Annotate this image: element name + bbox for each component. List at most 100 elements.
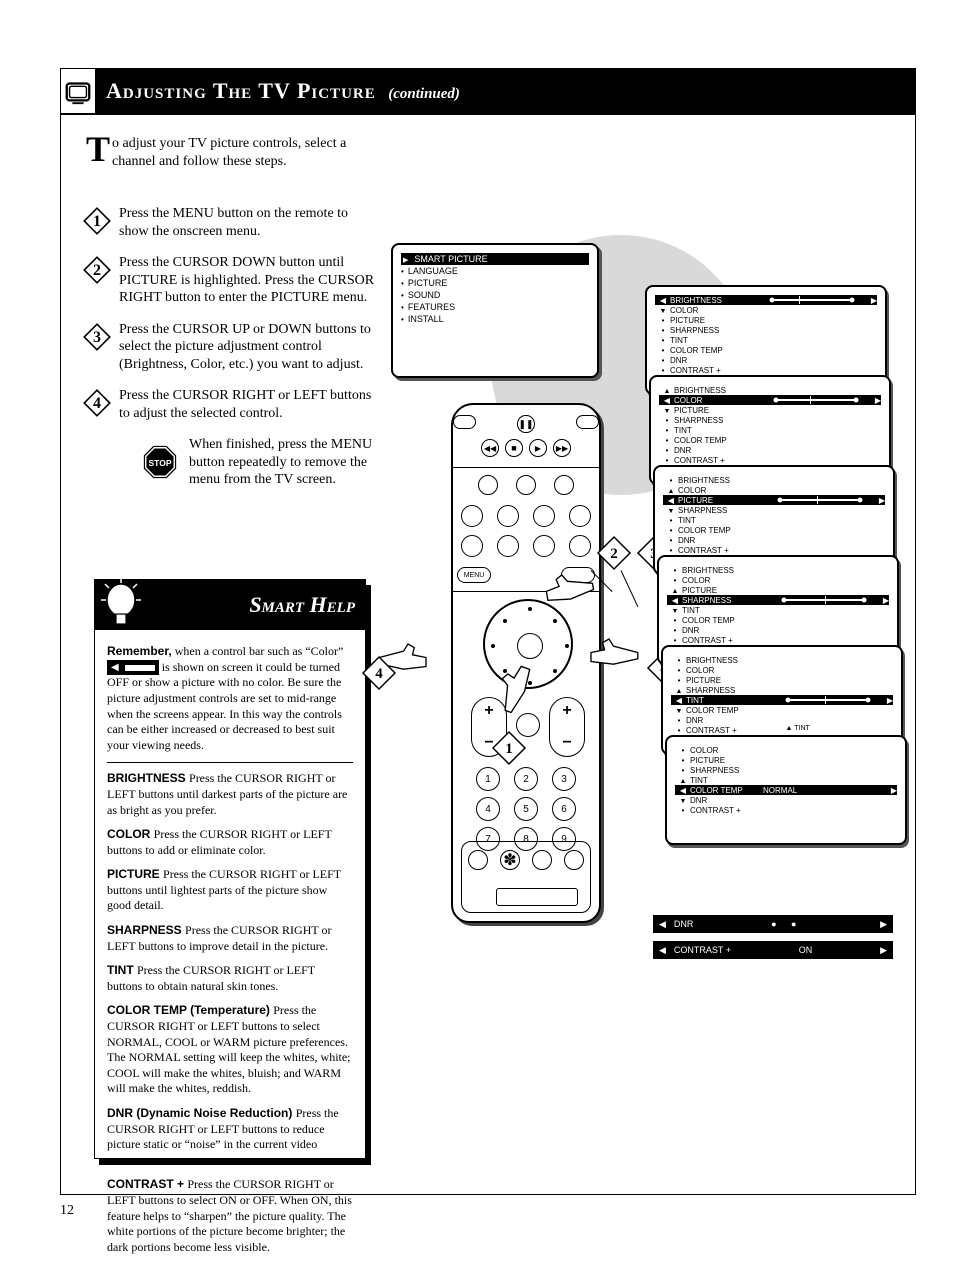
right-arrow-icon: ▶ (880, 945, 887, 956)
remote-brand-label (496, 888, 578, 906)
step-diamond-icon: 3 (81, 321, 113, 353)
intro-paragraph: o adjust your TV picture controls, selec… (112, 136, 346, 169)
stop-row: STOP When finished, press the MENU butto… (81, 436, 381, 489)
remote-btn-1[interactable]: 1 (476, 767, 500, 791)
stop-text: When finished, press the MENU button rep… (189, 436, 381, 489)
hand-pointer-up (538, 561, 600, 615)
remote-btn-3[interactable]: 3 (552, 767, 576, 791)
dnr-label: DNR (674, 919, 694, 929)
dropcap: T (86, 135, 110, 164)
dnr-indicator: ● ● (771, 919, 802, 929)
cascade-screens: ◀BRIGHTNESS▶▼COLOR•PICTURE•SHARPNESS•TIN… (645, 285, 895, 825)
step-4: 4 Press the CURSOR RIGHT or LEFT buttons… (81, 387, 381, 422)
remote-btn-red[interactable] (468, 850, 488, 870)
remote-btn-top-right[interactable] (576, 415, 599, 429)
remote-btn-c[interactable] (554, 475, 574, 495)
svg-text:4: 4 (93, 395, 101, 412)
remote-btn-5[interactable]: 5 (514, 797, 538, 821)
left-arrow-icon: ◀ (659, 919, 666, 930)
menu-item: SMART PICTURE (401, 253, 589, 265)
remote-btn-e[interactable] (497, 505, 519, 527)
help-title: Smart Help (249, 592, 355, 618)
remote-btn-f[interactable] (533, 505, 555, 527)
step-diamond-icon: 4 (81, 387, 113, 419)
remote-btn-a[interactable] (478, 475, 498, 495)
remote-btn-k[interactable] (569, 535, 591, 557)
remote-btn-g[interactable] (569, 505, 591, 527)
help-body: Remember, when a control bar such as “Co… (95, 630, 365, 1278)
step-diamond-icon: 1 (81, 205, 113, 237)
help-item: BRIGHTNESS Press the CURSOR RIGHT or LEF… (107, 771, 353, 818)
step-diamond-icon: 2 (81, 254, 113, 286)
slider-icon: ◀ (107, 660, 159, 675)
svg-text:3: 3 (93, 328, 101, 345)
remote-btn-2[interactable]: 2 (514, 767, 538, 791)
help-intro-rest: when a control bar such as “Color” ◀ is … (107, 644, 343, 752)
remote-btn-d[interactable] (461, 505, 483, 527)
remote-btn-b[interactable] (516, 475, 536, 495)
menu-item: LANGUAGE (401, 265, 589, 277)
svg-text:1: 1 (93, 213, 101, 230)
remote-btn-h[interactable] (461, 535, 483, 557)
channel-rocker[interactable]: +− (549, 697, 585, 757)
remote-btn-rewind[interactable]: ◀◀ (481, 439, 499, 457)
contrast-value: ON (799, 945, 813, 955)
remote-btn-pause[interactable]: ❚❚ (517, 415, 534, 433)
callout-line (621, 570, 639, 607)
page-number: 12 (60, 1203, 74, 1219)
remote-btn-ff[interactable]: ▶▶ (553, 439, 571, 457)
remote-btn-green[interactable]: ✽ (500, 850, 520, 870)
help-lead: Remember, (107, 644, 172, 658)
svg-text:2: 2 (610, 546, 618, 562)
page: Adjusting The TV Picture (continued) T o… (0, 0, 954, 1235)
remote-btn-6[interactable]: 6 (552, 797, 576, 821)
section-header: Adjusting The TV Picture (continued) (60, 68, 916, 114)
step-2: 2 Press the CURSOR DOWN button until PIC… (81, 254, 381, 307)
help-header: Smart Help (95, 580, 365, 630)
step-3: 3 Press the CURSOR UP or DOWN buttons to… (81, 321, 381, 374)
right-arrow-icon: ▶ (880, 919, 887, 930)
menu-list: SMART PICTURELANGUAGEPICTURESOUNDFEATURE… (401, 253, 589, 325)
step-1: 1 Press the MENU button on the remote to… (81, 205, 381, 240)
remote-btn-blue[interactable] (564, 850, 584, 870)
remote-btn-i[interactable] (497, 535, 519, 557)
help-item: DNR (Dynamic Noise Reduction) Press the … (107, 1106, 353, 1168)
steps-list: 1 Press the MENU button on the remote to… (81, 205, 381, 489)
left-arrow-icon: ◀ (659, 945, 666, 956)
svg-text:1: 1 (505, 741, 513, 757)
step-2-text: Press the CURSOR DOWN button until PICTU… (119, 254, 381, 307)
step-3-text: Press the CURSOR UP or DOWN buttons to s… (119, 321, 381, 374)
header-title-cont: (continued) (388, 86, 460, 102)
remote-btn-yellow[interactable] (532, 850, 552, 870)
help-item: TINT Press the CURSOR RIGHT or LEFT butt… (107, 963, 353, 994)
dnr-row: ◀ DNR ● ● ▶ (653, 915, 893, 933)
callout-diamond-4a: 4 (361, 655, 397, 691)
menu-button-pill: MENU (173, 206, 214, 221)
svg-text:4: 4 (375, 666, 383, 682)
remote-btn-stop[interactable]: ■ (505, 439, 523, 457)
svg-text:2: 2 (93, 262, 101, 279)
content-frame: T o adjust your TV picture controls, sel… (60, 114, 916, 1195)
extras-rows: ◀ DNR ● ● ▶ ◀ CONTRAST + ON ▶ (653, 915, 893, 967)
tv-icon (60, 68, 96, 114)
remote-btn-4[interactable]: 4 (476, 797, 500, 821)
remote-btn-top-left[interactable] (453, 415, 476, 429)
remote-btn-menu[interactable]: MENU (457, 567, 491, 583)
menu-item: PICTURE (401, 277, 589, 289)
contrast-label: CONTRAST + (674, 945, 731, 955)
stop-label: STOP (148, 458, 171, 468)
menu-item: INSTALL (401, 313, 589, 325)
callout-diamond-2: 2 (596, 535, 632, 571)
lightbulb-icon (99, 578, 143, 638)
help-item: SHARPNESS Press the CURSOR RIGHT or LEFT… (107, 923, 353, 954)
stop-icon: STOP (141, 443, 179, 481)
remote-btn-play[interactable]: ▶ (529, 439, 547, 457)
callout-diamond-1: 1 (491, 730, 527, 766)
remote-btn-j[interactable] (533, 535, 555, 557)
hand-pointer-right (586, 630, 641, 675)
step-1-text: Press the MENU button on the remote to s… (119, 205, 381, 240)
help-item: COLOR Press the CURSOR RIGHT or LEFT but… (107, 827, 353, 858)
help-intro-para: Remember, when a control bar such as “Co… (107, 644, 353, 753)
header-title: Adjusting The TV Picture (continued) (106, 78, 460, 104)
menu-item: FEATURES (401, 301, 589, 313)
